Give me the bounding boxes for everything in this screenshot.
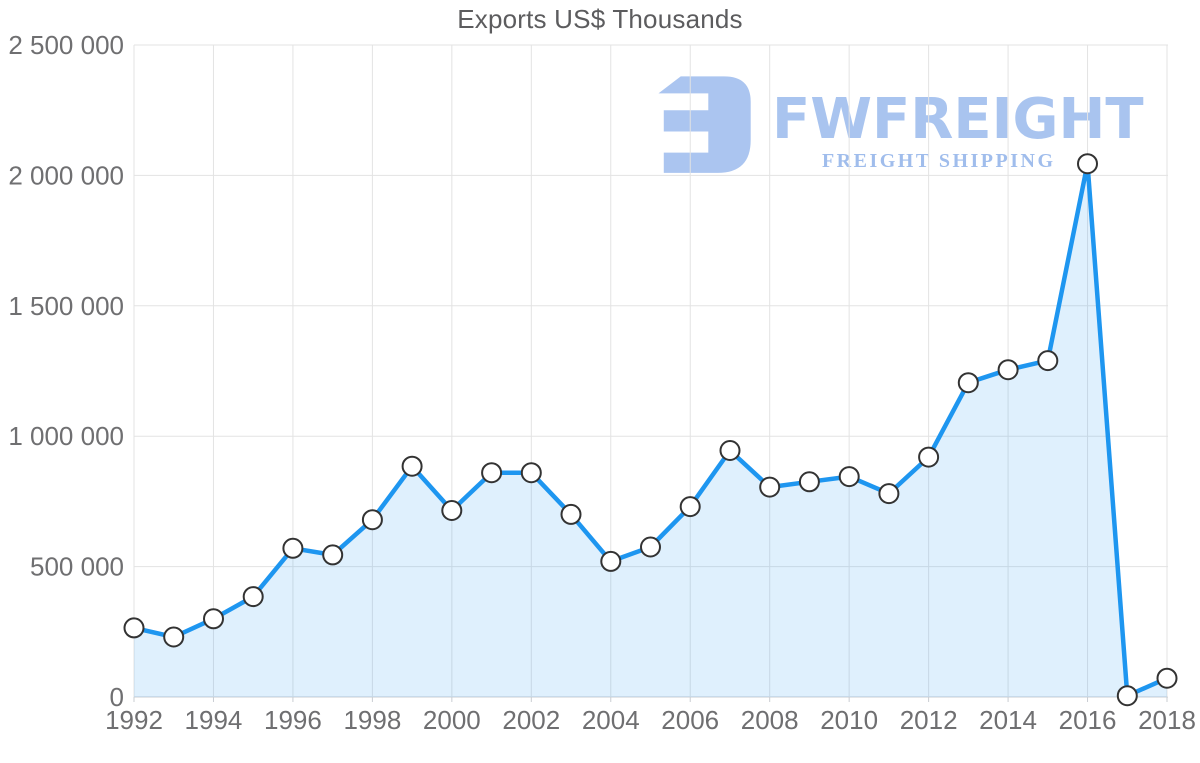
x-axis-tick-label: 2014	[979, 705, 1037, 735]
watermark-text-block: FWFREIGHT FREIGHT SHIPPING	[772, 92, 1144, 173]
data-point-2002[interactable]	[520, 462, 542, 484]
data-point-1993[interactable]	[163, 626, 185, 648]
x-axis-tick-label: 2002	[502, 705, 560, 735]
x-axis-tick-label: 2008	[741, 705, 799, 735]
x-axis-tick-label: 1994	[185, 705, 243, 735]
data-point-2000[interactable]	[441, 500, 463, 521]
data-point-1996[interactable]	[282, 537, 304, 559]
x-axis-tick-label: 2012	[900, 705, 958, 735]
watermark-tagline-text: FREIGHT SHIPPING	[821, 150, 1056, 172]
data-point-1995[interactable]	[242, 586, 264, 608]
y-axis-tick-label: 1 500 000	[8, 291, 124, 321]
x-axis-tick-label: 1996	[264, 705, 322, 735]
data-point-2015[interactable]	[1037, 350, 1059, 372]
data-point-2010[interactable]	[838, 466, 860, 488]
series-area	[134, 163, 1167, 697]
chart-title: Exports US$ Thousands	[457, 4, 743, 34]
data-point-2012[interactable]	[918, 446, 940, 468]
brand-watermark: FWFREIGHT FREIGHT SHIPPING	[650, 70, 1144, 176]
data-point-1998[interactable]	[361, 509, 383, 531]
data-point-2017[interactable]	[1116, 685, 1138, 707]
watermark-brand-text: FWFREIGHT	[772, 87, 1144, 152]
data-point-1999[interactable]	[401, 455, 423, 477]
y-axis-tick-label: 2 000 000	[8, 160, 124, 190]
data-point-2009[interactable]	[798, 471, 820, 493]
data-point-2016[interactable]	[1077, 153, 1098, 175]
data-point-2003[interactable]	[560, 503, 582, 525]
x-axis-tick-label: 2006	[661, 705, 719, 735]
fwfreight-logo-icon	[658, 76, 751, 173]
data-point-2018[interactable]	[1156, 667, 1178, 689]
data-point-2007[interactable]	[719, 440, 741, 461]
data-point-2008[interactable]	[759, 476, 781, 498]
data-point-2013[interactable]	[957, 372, 979, 394]
y-axis-tick-label: 500 000	[30, 552, 124, 582]
x-axis-tick-label: 1992	[105, 705, 163, 735]
data-point-2006[interactable]	[679, 496, 701, 518]
data-point-2011[interactable]	[878, 483, 900, 505]
x-axis-tick-label: 1998	[343, 705, 401, 735]
x-axis-tick-label: 2000	[423, 705, 481, 735]
data-point-1992[interactable]	[123, 617, 145, 639]
data-point-2005[interactable]	[640, 536, 661, 558]
data-point-1994[interactable]	[203, 608, 224, 630]
x-axis-tick-label: 2018	[1138, 705, 1196, 735]
x-axis-tick-label: 2010	[820, 705, 878, 735]
data-point-2014[interactable]	[997, 359, 1019, 381]
x-axis-tick-label: 2016	[1059, 705, 1117, 735]
y-axis-tick-label: 1 000 000	[8, 421, 124, 451]
data-point-2001[interactable]	[481, 462, 503, 484]
x-axis-tick-label: 2004	[582, 705, 640, 735]
data-point-1997[interactable]	[322, 544, 344, 566]
data-point-2004[interactable]	[600, 550, 622, 572]
y-axis-tick-label: 2 500 000	[8, 30, 124, 60]
y-axis-tick-label: 0	[110, 682, 124, 712]
